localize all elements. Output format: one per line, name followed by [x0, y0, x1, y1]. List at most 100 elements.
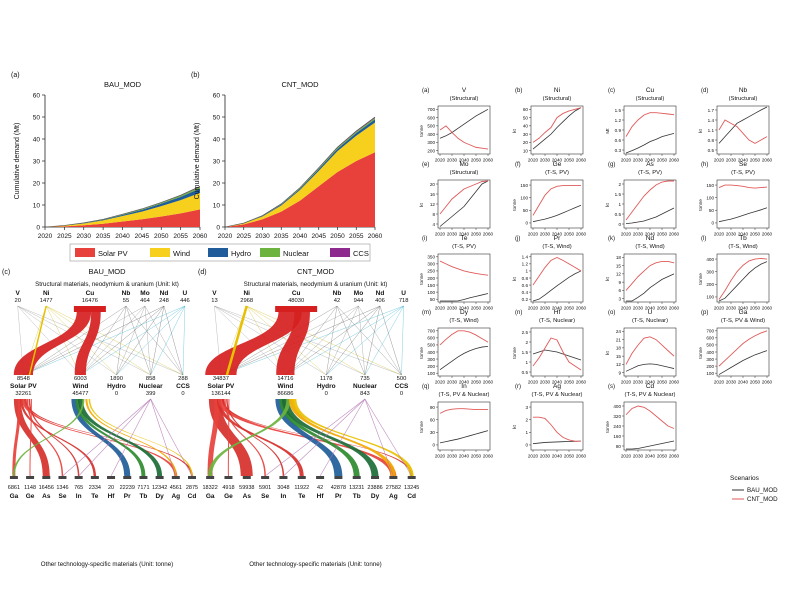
- small-te-x-tick-label: 2030: [447, 306, 458, 311]
- cnt-bottom-bar-dy: [371, 476, 380, 479]
- bau-flow-ni-solar: [28, 305, 47, 376]
- cnt-link-v-4: [214, 305, 402, 376]
- small-in-x-tick-label: 2060: [483, 454, 494, 459]
- bau-area-x-tick-label: 2060: [193, 233, 208, 240]
- cnt-flow-solar-as: [208, 399, 253, 476]
- small-cu-y-tick-label: 0.9: [615, 128, 622, 133]
- small-u-x-tick-label: 2040: [645, 380, 656, 385]
- bau-bottom-value-te: 2334: [89, 485, 101, 491]
- cnt-flow-solar-te: [216, 399, 304, 476]
- small-mo-y-tick-label: 12: [430, 202, 436, 207]
- cnt-top-value-ni: 2968: [240, 298, 253, 304]
- cnt-area-x-tick-label: 2045: [312, 233, 327, 240]
- legend-swatch-wind: [150, 248, 170, 257]
- small-as-y-tick-label: 0: [618, 222, 621, 227]
- bau-link-mo-0: [23, 305, 146, 376]
- small-ni-element: Ni: [554, 87, 560, 94]
- cnt-tech-value-4: 0: [400, 391, 403, 397]
- small-tb-frame: [716, 253, 770, 303]
- cnt-top-node-mo: Mo: [354, 290, 363, 297]
- small-dy-y-tick-label: 400: [427, 350, 435, 355]
- small-cd-unit: tonne: [605, 421, 610, 433]
- bau-area-x-tick-label: 2035: [96, 233, 111, 240]
- small-ni-x-tick-label: 2060: [576, 158, 587, 163]
- bau-link-nb-2: [116, 305, 127, 376]
- cnt-bottom-node-tb: Tb: [353, 493, 361, 500]
- small-ni-x-tick-label: 2040: [552, 158, 563, 163]
- bau-bottom-node-ge: Ge: [26, 493, 35, 500]
- small-mo-frame: [437, 179, 491, 229]
- bau-link-nb-1: [80, 305, 127, 376]
- small-ge-x-tick-label: 2030: [540, 232, 551, 237]
- small-ge-line-cnt: [532, 185, 581, 216]
- cnt-bottom-bar-ag: [389, 476, 398, 479]
- bau-flow-solar-as: [13, 399, 50, 476]
- small-ga-x-tick-label: 2020: [714, 380, 725, 385]
- small-te-y-tick-label: 300: [427, 262, 435, 267]
- cnt-flow-ni-solar: [225, 305, 248, 376]
- cnt-flow-solar-ga: [207, 399, 220, 476]
- small-cu-unit: Mt: [605, 128, 610, 134]
- small-te-y-tick-label: 150: [427, 283, 435, 288]
- small-u-category: (T-S, Nuclear): [632, 318, 668, 324]
- small-cu-x-tick-label: 2060: [669, 158, 680, 163]
- small-in-panel-label: (q): [422, 384, 429, 390]
- cnt-area-x-tick-label: 2035: [274, 233, 289, 240]
- small-se-x-tick-label: 2030: [726, 232, 737, 237]
- bau-link-ni-3: [46, 305, 151, 376]
- small-pr-category: (T-S, Wind): [542, 244, 571, 250]
- small-in-unit: tonne: [419, 421, 424, 433]
- cnt-link-ni-2: [246, 305, 327, 376]
- small-u-y-tick-label: 18: [616, 346, 622, 351]
- cnt-bottom-node-cd: Cd: [407, 493, 416, 500]
- cnt-bottom-node-ga: Ga: [206, 493, 215, 500]
- bau-flow-wind-dy: [77, 399, 163, 476]
- bau-link-v-1: [17, 305, 81, 376]
- small-te-y-tick-label: 250: [427, 269, 435, 274]
- cnt-area-area-solar-pv: [225, 152, 375, 227]
- small-as-y-tick-label: 1.5: [615, 192, 622, 197]
- cnt-bottom-bar-se: [261, 476, 270, 479]
- small-hf-x-tick-label: 2050: [564, 380, 575, 385]
- bau-flow-solar-se: [26, 399, 64, 476]
- bau-top-node-u: U: [183, 290, 188, 297]
- tech-legend: Solar PV Wind Hydro Nuclear CCS: [69, 243, 371, 262]
- small-ga-unit: tonne: [698, 347, 703, 359]
- small-cu-x-tick-label: 2040: [645, 158, 656, 163]
- scenario-label-cnt-mod: CNT_MOD: [747, 496, 778, 503]
- bau-bottom-bar-as: [42, 476, 51, 479]
- small-as-x-tick-label: 2030: [633, 232, 644, 237]
- cnt-link-u-4: [401, 305, 404, 376]
- cnt-flow-wind-dy: [281, 399, 379, 476]
- cnt-bottom-bar-te: [297, 476, 306, 479]
- small-tb-x-tick-label: 2020: [714, 306, 725, 311]
- legend-label-nuclear: Nuclear: [283, 249, 309, 258]
- bau-bottom-bar-ge: [26, 476, 35, 479]
- bau-panel-label: (c): [2, 269, 10, 276]
- small-hf-y-tick-label: 2.5: [522, 330, 529, 335]
- small-se-panel-label: (h): [701, 162, 708, 168]
- bau-flow-solar-te: [20, 399, 97, 476]
- small-nd-y-tick-label: 6: [618, 288, 621, 293]
- small-v-line-bau: [439, 108, 489, 139]
- small-in-y-tick-label: 90: [430, 405, 436, 410]
- small-u-y-tick-label: 21: [616, 337, 622, 342]
- small-tb-line-bau: [718, 261, 768, 302]
- small-cu-category: (Structural): [636, 96, 665, 102]
- small-cd-y-tick-label: 160: [613, 434, 621, 439]
- cnt-tech-node-hydro: Hydro: [317, 383, 336, 390]
- cnt-area-y-tick-label: 40: [213, 137, 221, 144]
- small-mo-line-cnt: [439, 180, 489, 215]
- small-v-y-tick-label: 600: [427, 115, 435, 120]
- bau-area-x-tick-label: 2050: [154, 233, 169, 240]
- small-ge-y-tick-label: 100: [520, 195, 528, 200]
- small-nd-line-cnt: [625, 260, 675, 291]
- small-ge-y-tick-label: 50: [523, 208, 529, 213]
- small-ag-unit: kt: [512, 424, 517, 428]
- bau-area-y-tick-label: 0: [36, 225, 40, 232]
- small-cd-x-tick-label: 2020: [621, 454, 632, 459]
- small-nd-x-tick-label: 2020: [621, 306, 632, 311]
- small-ga-y-tick-label: 300: [706, 357, 714, 362]
- small-nd-element: Nd: [646, 235, 655, 242]
